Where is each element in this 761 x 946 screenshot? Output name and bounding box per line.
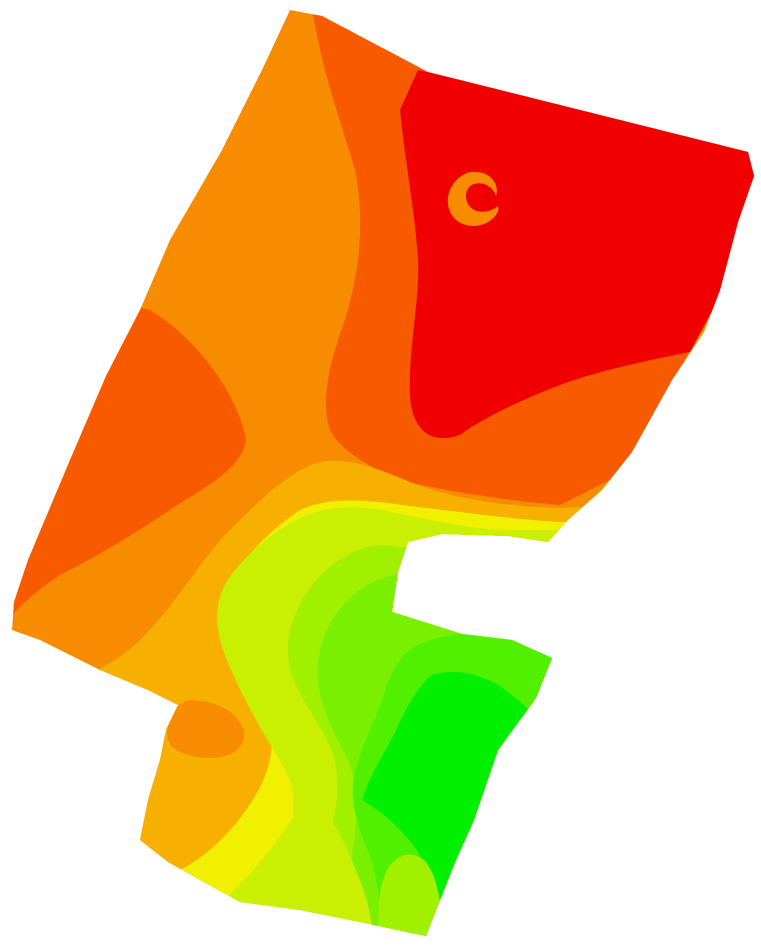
zone-orange-ring bbox=[447, 171, 499, 226]
zone-south-lime bbox=[378, 854, 444, 936]
zone-red-core bbox=[400, 70, 754, 439]
zone-orange-pocket bbox=[166, 700, 245, 758]
